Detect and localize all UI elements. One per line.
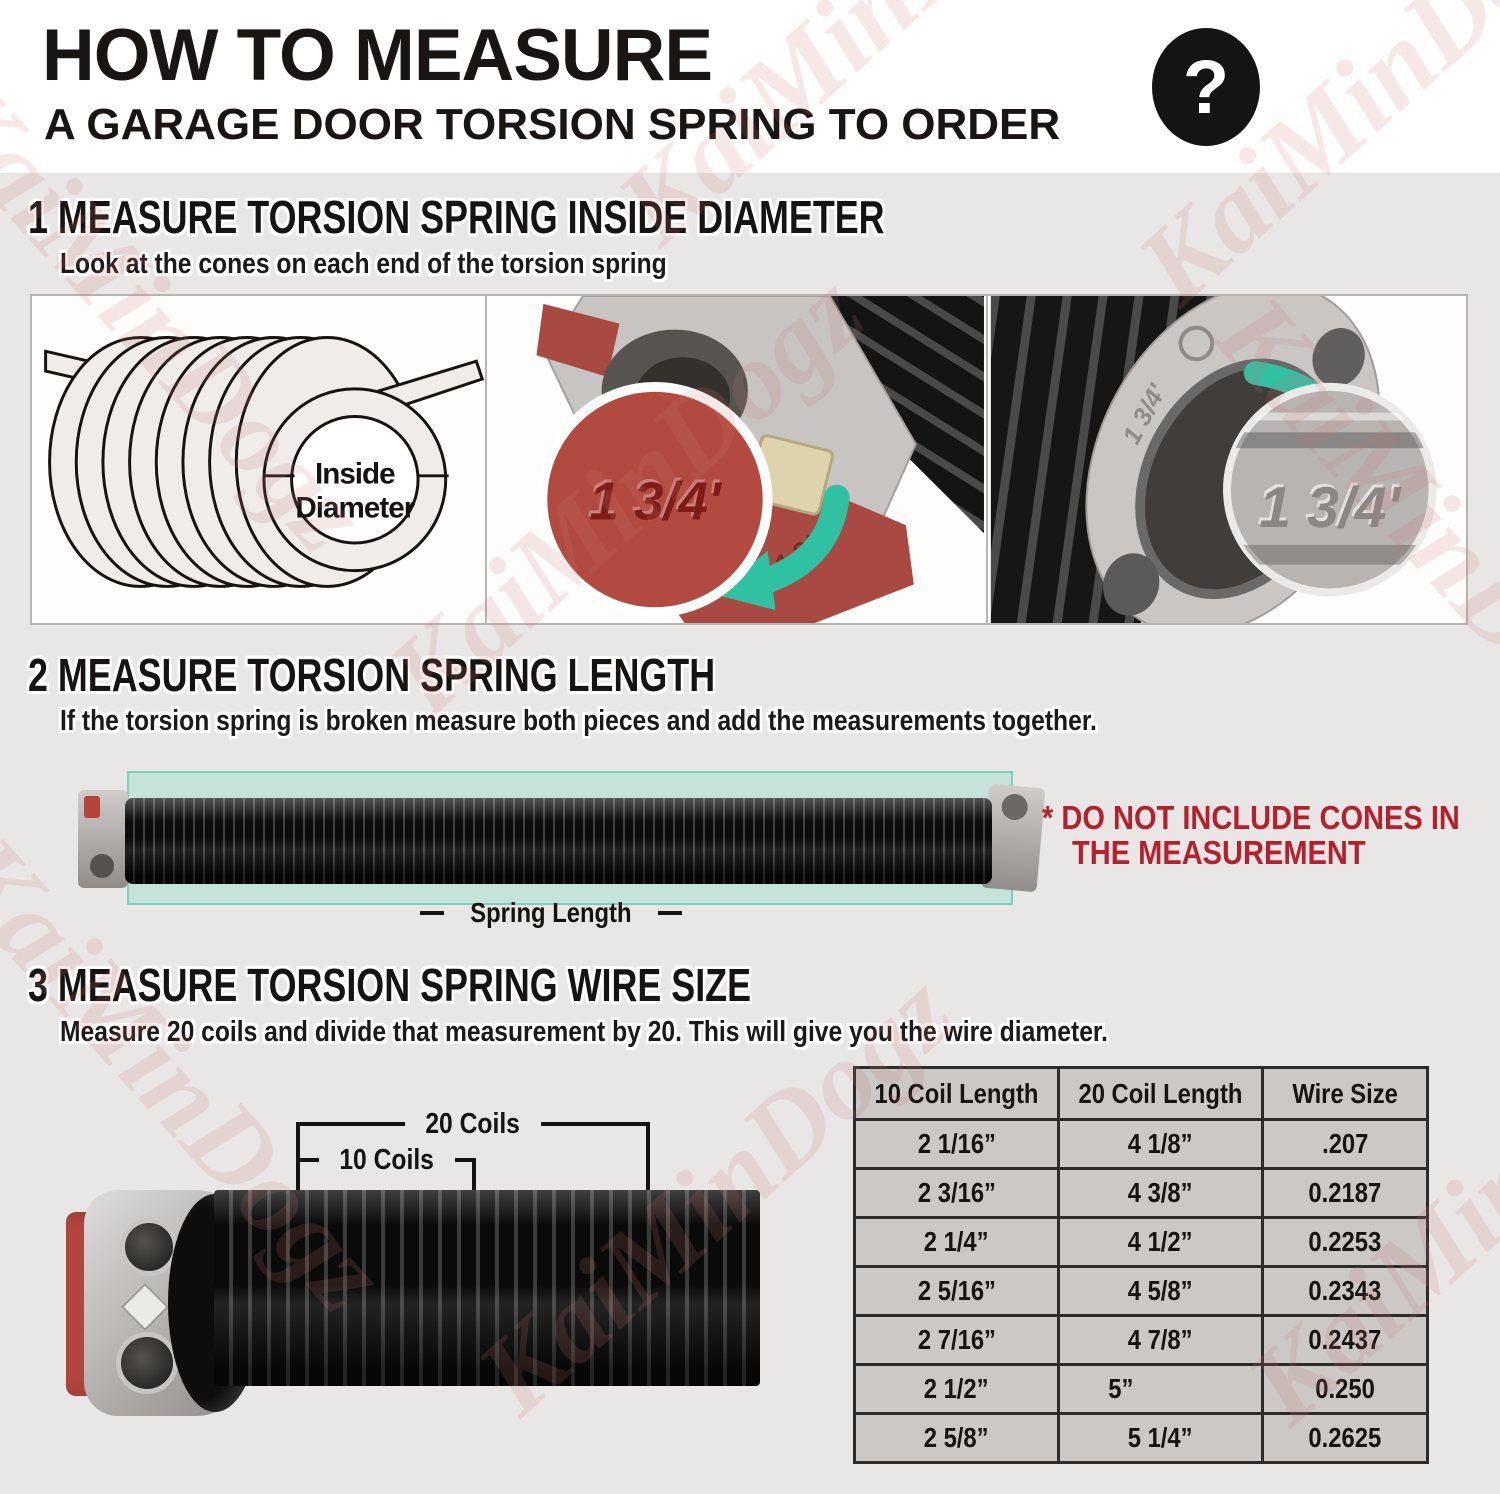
magnifier-circle xyxy=(537,381,773,618)
table-cell: 2 5/8” xyxy=(853,1412,1060,1464)
bolt-hole-top xyxy=(1312,328,1365,387)
section-1-heading: 1 MEASURE TORSION SPRING INSIDE DIAMETER xyxy=(28,191,885,243)
magnifier-circle xyxy=(1223,382,1437,597)
table-cell: 0.2253 xyxy=(1260,1216,1429,1268)
magnifier-text: 1 3/4' xyxy=(589,472,723,531)
torsion-spring-photo xyxy=(125,798,992,884)
bracket-line xyxy=(298,1158,320,1162)
section-1-subheading: Look at the cones on each end of the tor… xyxy=(60,248,667,280)
spring-cone-left xyxy=(78,790,128,888)
red-cone-photo: 1 3/4 1 3/4' 1 3/4' xyxy=(487,296,988,623)
table-cell: 4 7/8” xyxy=(1056,1314,1264,1366)
section-3-heading: 3 MEASURE TORSION SPRING WIRE SIZE xyxy=(28,959,752,1011)
bracket-tick xyxy=(472,1160,476,1190)
table-cell: .207 xyxy=(1260,1118,1429,1170)
table-cell: 5” xyxy=(1056,1363,1264,1415)
table-row: 2 5/16” 4 5/8” 0.2343 xyxy=(853,1265,1429,1317)
inside-diameter-circle xyxy=(290,415,420,545)
bracket-20-coils: 20 Coils xyxy=(296,1106,650,1142)
stamp-mark xyxy=(1178,325,1215,362)
table-cell: 2 3/16” xyxy=(853,1167,1060,1219)
table-cell: 2 1/2” xyxy=(853,1363,1060,1415)
page-title: HOW TO MEASURE xyxy=(42,15,713,96)
cone-hole-top xyxy=(120,1218,178,1276)
set-screw xyxy=(120,1282,170,1332)
bracket-tick xyxy=(296,1124,300,1190)
table-cell: 5 1/4” xyxy=(1056,1412,1264,1464)
col-header-wire-size: Wire Size xyxy=(1260,1066,1429,1121)
inside-diameter-label-line1: Inside xyxy=(315,458,395,491)
table-cell: 2 1/16” xyxy=(853,1118,1060,1170)
inside-diameter-label-line2: Diameter xyxy=(295,491,415,524)
teal-arrow-head xyxy=(714,550,776,611)
table-row: 2 7/16” 4 7/8” 0.2437 xyxy=(853,1314,1429,1366)
section-2-heading: 2 MEASURE TORSION SPRING LENGTH xyxy=(28,649,716,701)
spring-coils xyxy=(726,296,984,534)
magnifier-text: 1 3/4' xyxy=(1259,476,1402,540)
page-subtitle: A GARAGE DOOR TORSION SPRING TO ORDER xyxy=(44,100,1061,149)
table-cell: 4 1/8” xyxy=(1056,1118,1264,1170)
col-header-20-coil: 20 Coil Length xyxy=(1056,1066,1264,1121)
teal-arrow-tail xyxy=(748,484,850,596)
spring-coil-diagram-svg: Inside Diameter xyxy=(44,336,485,588)
question-mark-icon: ? xyxy=(1152,28,1260,146)
table-cell: 0.2625 xyxy=(1260,1412,1429,1464)
spring-length-label: Spring Length xyxy=(420,896,682,930)
table-cell: 2 5/16” xyxy=(853,1265,1060,1317)
aluminum-cone-photo-svg: 1 3/4' 1 3/4' 1 3/4' xyxy=(990,296,1437,623)
bracket-line xyxy=(540,1122,650,1126)
table-row: 2 1/16” 4 1/8” .207 xyxy=(853,1118,1429,1170)
table-row: 2 3/16” 4 3/8” 0.2187 xyxy=(853,1167,1429,1219)
table-cell: 0.2187 xyxy=(1260,1167,1429,1219)
section-2-subheading: If the torsion spring is broken measure … xyxy=(60,705,1097,737)
table-cell: 4 1/2” xyxy=(1056,1216,1264,1268)
red-cone-photo-svg: 1 3/4 1 3/4' 1 3/4' xyxy=(536,296,984,623)
bracket-line xyxy=(454,1158,476,1162)
table-cell: 0.250 xyxy=(1260,1363,1429,1415)
bracket-10-coils: 10 Coils xyxy=(298,1142,476,1178)
label-dash-left xyxy=(420,911,445,915)
cone-red-tab xyxy=(536,303,620,378)
magnifier-text-highlight: 1 3/4' xyxy=(587,469,721,528)
inside-diameter-panels: Inside Diameter xyxy=(30,294,1468,625)
cones-warning-note: * DO NOT INCLUDE CONES IN THE MEASUREMEN… xyxy=(1042,799,1460,872)
table-row: 2 1/2” 5” 0.250 xyxy=(853,1363,1429,1415)
magnifier-text-highlight: 1 3/4' xyxy=(1257,473,1400,537)
col-header-10-coil: 10 Coil Length xyxy=(853,1066,1060,1121)
question-mark-glyph: ? xyxy=(1182,44,1230,130)
cone-hole-bottom xyxy=(116,1332,178,1394)
spring-coil-closeup xyxy=(214,1190,760,1386)
table-row: 2 5/8” 5 1/4” 0.2625 xyxy=(853,1412,1429,1464)
bracket-tick xyxy=(646,1124,650,1190)
table-row: 2 1/4” 4 1/2” 0.2253 xyxy=(853,1216,1429,1268)
bolt-hole-bottom xyxy=(1103,553,1160,616)
table-cell: 0.2437 xyxy=(1260,1314,1429,1366)
table-cell: 2 7/16” xyxy=(853,1314,1060,1366)
table-header-row: 10 Coil Length 20 Coil Length Wire Size xyxy=(853,1066,1429,1121)
table-cell: 0.2343 xyxy=(1260,1265,1429,1317)
magnifier-ridges xyxy=(1226,412,1433,565)
table-cell: 4 5/8” xyxy=(1056,1265,1264,1317)
bracket-line xyxy=(296,1122,406,1126)
table-cell: 2 1/4” xyxy=(853,1216,1060,1268)
table-cell: 4 3/8” xyxy=(1056,1167,1264,1219)
aluminum-cone-photo: 1 3/4' 1 3/4' 1 3/4' xyxy=(988,296,1463,623)
spring-coil-diagram: Inside Diameter xyxy=(32,296,487,623)
wire-size-table: 10 Coil Length 20 Coil Length Wire Size … xyxy=(853,1066,1429,1464)
section-3-subheading: Measure 20 coils and divide that measure… xyxy=(60,1016,1108,1048)
table-body: 2 1/16” 4 1/8” .207 2 3/16” 4 3/8” 0.2187 2 1/… xyxy=(853,1118,1429,1464)
label-dash-right xyxy=(657,911,682,915)
